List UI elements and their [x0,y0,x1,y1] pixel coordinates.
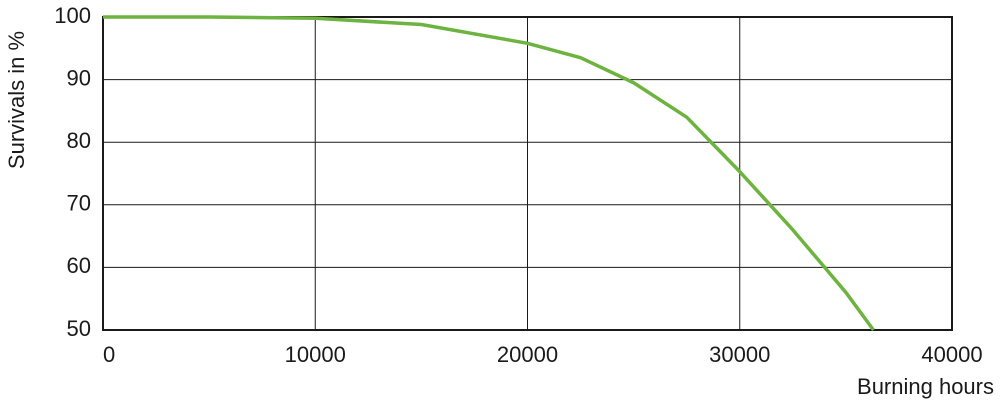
y-tick-label: 80 [67,128,91,153]
y-tick-label: 100 [54,3,91,28]
plot-frame [102,16,953,331]
x-tick-label: 0 [103,342,115,367]
y-tick-label: 90 [67,65,91,90]
y-axis-label: Survivals in % [4,31,29,169]
y-tick-label: 60 [67,253,91,278]
x-tick-label: 10000 [285,342,346,367]
x-axis-label: Burning hours [857,374,994,399]
x-tick-label: 40000 [921,342,982,367]
x-tick-label: 20000 [497,342,558,367]
y-tick-label: 50 [67,316,91,341]
y-tick-label: 70 [67,191,91,216]
data-line [103,15,875,332]
x-tick-label: 30000 [709,342,770,367]
